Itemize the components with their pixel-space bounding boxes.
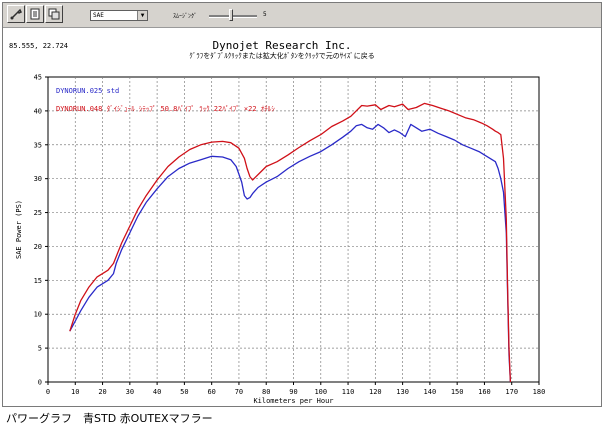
x-tick-label: 40 bbox=[153, 388, 161, 396]
power-standard-select[interactable]: SAE ▼ bbox=[90, 10, 148, 21]
y-tick-label: 15 bbox=[34, 277, 42, 285]
smoothing-value: 5 bbox=[263, 11, 267, 18]
y-tick-label: 45 bbox=[34, 74, 42, 82]
power-standard-value: SAE bbox=[93, 12, 104, 19]
power-chart: 85.555, 22.724 Dynojet Research Inc. ｸﾞﾗ… bbox=[9, 39, 546, 405]
wrench-icon bbox=[10, 8, 23, 20]
y-tick-label: 35 bbox=[34, 141, 42, 149]
x-tick-label: 90 bbox=[289, 388, 297, 396]
open-run-button[interactable] bbox=[26, 5, 44, 23]
y-tick-label: 0 bbox=[38, 379, 42, 387]
legend-entry-1: DYNORUN.025 std bbox=[56, 87, 119, 95]
y-tick-label: 40 bbox=[34, 107, 42, 115]
chart-subtitle: ｸﾞﾗﾌをﾀﾞﾌﾞﾙｸﾘｯｸまたは拡大化ﾎﾞﾀﾝをｸﾘｯｸで元のｻｲｽﾞに戻る bbox=[189, 51, 375, 60]
settings-button[interactable] bbox=[7, 5, 25, 23]
y-tick-label: 20 bbox=[34, 243, 42, 251]
y-tick-label: 25 bbox=[34, 209, 42, 217]
smoothing-slider-thumb[interactable] bbox=[229, 9, 233, 21]
x-axis-label: Kilometers per Hour bbox=[253, 397, 333, 405]
overlay-button[interactable] bbox=[45, 5, 63, 23]
x-tick-label: 70 bbox=[235, 388, 243, 396]
overlay-icon bbox=[48, 8, 60, 20]
x-tick-label: 60 bbox=[207, 388, 215, 396]
x-tick-label: 160 bbox=[478, 388, 491, 396]
x-tick-label: 140 bbox=[424, 388, 437, 396]
x-tick-label: 120 bbox=[369, 388, 382, 396]
x-tick-label: 180 bbox=[533, 388, 546, 396]
x-tick-label: 20 bbox=[98, 388, 106, 396]
x-tick-label: 0 bbox=[46, 388, 50, 396]
smoothing-slider-track[interactable] bbox=[209, 15, 257, 18]
y-tick-label: 5 bbox=[38, 345, 42, 353]
legend-entry-2: DYNORUN.048 ﾀﾞｲｼﾞｭｰﾙ ｼﾃｯﾌﾟ 50.8ﾊﾟｲﾌﾟ ﾗｯｸ… bbox=[56, 105, 275, 113]
x-tick-label: 30 bbox=[126, 388, 134, 396]
x-tick-label: 150 bbox=[451, 388, 464, 396]
toolbar: SAE ▼ ｽﾑｰｼﾞﾝｸﾞ 5 bbox=[3, 3, 601, 28]
chevron-down-icon[interactable]: ▼ bbox=[137, 11, 147, 20]
chart-title: Dynojet Research Inc. bbox=[212, 39, 351, 52]
smoothing-label: ｽﾑｰｼﾞﾝｸﾞ bbox=[173, 13, 198, 20]
x-tick-label: 100 bbox=[314, 388, 327, 396]
x-tick-label: 110 bbox=[342, 388, 355, 396]
x-tick-label: 170 bbox=[505, 388, 518, 396]
y-axis-label: SAE Power (PS) bbox=[15, 200, 23, 259]
x-tick-label: 50 bbox=[180, 388, 188, 396]
x-tick-label: 10 bbox=[71, 388, 79, 396]
x-tick-label: 80 bbox=[262, 388, 270, 396]
dyno-window: SAE ▼ ｽﾑｰｼﾞﾝｸﾞ 5 85.555, 22.724 Dynojet … bbox=[2, 2, 602, 407]
document-icon bbox=[30, 8, 40, 20]
series-line-1 bbox=[69, 123, 512, 383]
figure-caption: パワーグラフ 青STD 赤OUTEXマフラー bbox=[6, 412, 213, 425]
y-tick-label: 10 bbox=[34, 311, 42, 319]
cursor-readout: 85.555, 22.724 bbox=[9, 42, 68, 50]
series-line-2 bbox=[69, 102, 512, 383]
y-tick-label: 30 bbox=[34, 175, 42, 183]
x-tick-label: 130 bbox=[396, 388, 409, 396]
